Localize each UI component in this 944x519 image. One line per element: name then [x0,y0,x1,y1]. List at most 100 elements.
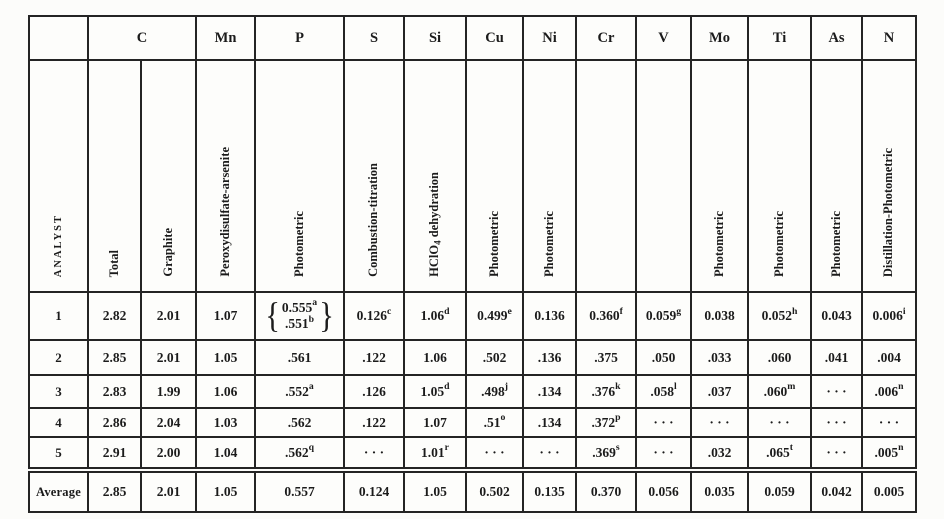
value-cell: .562q [254,436,346,471]
analysis-table: C Mn P S Si Cu Ni Cr V Mo Ti As N ANALYST Total Graphit… [28,15,918,513]
brace-values: 0.555a .551b [282,298,317,332]
element-header-mo: Mo [690,15,750,61]
method-header-cell: Peroxydisulfate-arsenite [195,59,257,293]
value-cell: 1.06d [403,291,468,341]
method-label: Photometric [486,211,501,277]
value-cell: .005n [861,436,918,471]
value-cell: 0.059g [635,291,693,341]
value-cell: .058l [635,374,693,409]
value-cell: .376k [575,374,638,409]
value-cell: 0.035 [690,467,750,513]
value-cell: .375 [575,339,638,376]
analyst-cell: 5 [28,436,89,471]
value-cell: 1.06 [403,339,468,376]
method-label: Photometric [828,211,843,277]
method-header-cell: Graphite [139,59,198,293]
analyst-cell: 2 [28,339,89,376]
value-cell: · · · [747,407,813,438]
value-cell: .552a [254,374,346,409]
value-cell: .561 [254,339,346,376]
value-cell: 1.07 [403,407,468,438]
value-cell: 2.83 [87,374,142,409]
element-header-ti: Ti [747,15,813,61]
method-header-cell [575,59,638,293]
value-cell: 1.07 [195,291,257,341]
method-header-cell: Distillation-Photometric [861,59,918,293]
analyst-cell: 4 [28,407,89,438]
value-cell: .050 [635,339,693,376]
value-cell: 0.135 [522,467,578,513]
element-header-ni: Ni [522,15,578,61]
value-cell: 2.82 [87,291,142,341]
value-cell: 2.85 [87,467,142,513]
value-cell: 0.370 [575,467,638,513]
value-cell: 1.99 [139,374,198,409]
value-cell: 1.05 [195,339,257,376]
method-header-cell: Photometric [254,59,346,293]
value-cell: 2.85 [87,339,142,376]
value-cell: 0.360f [575,291,638,341]
average-row: Average 2.85 2.01 1.05 0.557 0.124 1.05 0.502 0.… [28,467,918,513]
value-cell: .134 [522,374,578,409]
method-header-cell: Total [87,59,142,293]
value-cell: .126 [343,374,406,409]
analyst-row-4: 4 2.86 2.04 1.03.562.122 1.07.51o .134.372p · … [28,407,918,438]
element-header-cu: Cu [465,15,525,61]
value-cell: 2.01 [139,339,198,376]
value-cell: .004 [861,339,918,376]
value-cell: 1.05d [403,374,468,409]
value-cell: 1.03 [195,407,257,438]
value-cell: 2.01 [139,291,198,341]
value-cell: 0.502 [465,467,525,513]
analyst-label: ANALYST [52,213,64,277]
analyst-cell: 1 [28,291,89,341]
element-header-s: S [343,15,406,61]
value-cell: · · · [861,407,918,438]
value-cell: .065t [747,436,813,471]
value-cell: 0.006i [861,291,918,341]
corner-cell [28,15,89,61]
value-cell: 0.499e [465,291,525,341]
value-cell: .060 [747,339,813,376]
value-cell: 0.043 [810,291,864,341]
value-cell: .498j [465,374,525,409]
brace-value-line: .551b [284,313,315,331]
method-label: HClO4 dehydration [427,172,443,277]
value-cell: .502 [465,339,525,376]
method-label: Total [106,249,121,277]
value-cell: · · · [635,407,693,438]
analyst-row-5: 5 2.91 2.00 1.04.562q · · · 1.01r · · · · · · .3… [28,436,918,471]
value-cell: 0.124 [343,467,406,513]
value-cell: 1.04 [195,436,257,471]
value-cell: 0.136 [522,291,578,341]
method-header-cell: HClO4 dehydration [403,59,468,293]
value-cell: 1.01r [403,436,468,471]
value-cell: .033 [690,339,750,376]
value-cell: 1.05 [403,467,468,513]
value-cell: 2.04 [139,407,198,438]
element-header-cr: Cr [575,15,638,61]
element-header-n: N [861,15,918,61]
method-header-cell: Photometric [465,59,525,293]
method-header-row: ANALYST Total Graphite Peroxydisulfate-arse… [28,59,918,293]
braced-value-cell: {0.555a .551b} [254,291,346,341]
value-cell: · · · [465,436,525,471]
method-header-cell: Photometric [810,59,864,293]
method-header-cell: Photometric [522,59,578,293]
table-body: 1 2.82 2.01 1.07{0.555a .551b} 0.126c 1.06d 0.4… [28,291,918,513]
value-cell: 0.052h [747,291,813,341]
table-header: C Mn P S Si Cu Ni Cr V Mo Ti As N ANALYST Total Graphit… [28,15,918,293]
method-label: Peroxydisulfate-arsenite [217,147,232,277]
element-header-row: C Mn P S Si Cu Ni Cr V Mo Ti As N [28,15,918,61]
element-header-si: Si [403,15,468,61]
method-header-cell: Photometric [747,59,813,293]
value-cell: · · · [690,407,750,438]
value-cell: .51o [465,407,525,438]
method-label: Photometric [291,211,306,277]
value-cell: · · · [810,436,864,471]
method-label: Graphite [160,228,175,277]
value-cell: · · · [810,407,864,438]
analyst-cell: Average [28,467,89,513]
value-cell: .122 [343,407,406,438]
element-header-p: P [254,15,346,61]
